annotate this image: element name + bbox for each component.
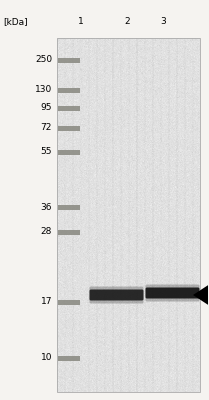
Text: 72: 72 [41,124,52,132]
Bar [58,126,80,130]
Text: [kDa]: [kDa] [3,18,28,26]
Text: 3: 3 [160,18,166,26]
FancyBboxPatch shape [89,290,144,300]
Bar [58,150,80,154]
Text: 250: 250 [35,56,52,64]
Bar [58,356,80,360]
Bar [58,58,80,62]
Bar [58,300,80,304]
Bar [58,88,80,92]
Text: 10: 10 [41,354,52,362]
Bar [57,38,200,392]
Bar [58,106,80,110]
Bar [58,230,80,234]
Text: 36: 36 [41,202,52,212]
Text: 2: 2 [124,18,130,26]
FancyBboxPatch shape [145,284,200,302]
Text: 28: 28 [41,228,52,236]
FancyBboxPatch shape [89,286,144,304]
Text: 95: 95 [41,104,52,112]
Bar [58,204,80,210]
Text: 17: 17 [41,298,52,306]
Text: 130: 130 [35,86,52,94]
FancyBboxPatch shape [145,288,200,298]
Text: 55: 55 [41,148,52,156]
Polygon shape [193,285,208,305]
Text: 1: 1 [78,18,84,26]
